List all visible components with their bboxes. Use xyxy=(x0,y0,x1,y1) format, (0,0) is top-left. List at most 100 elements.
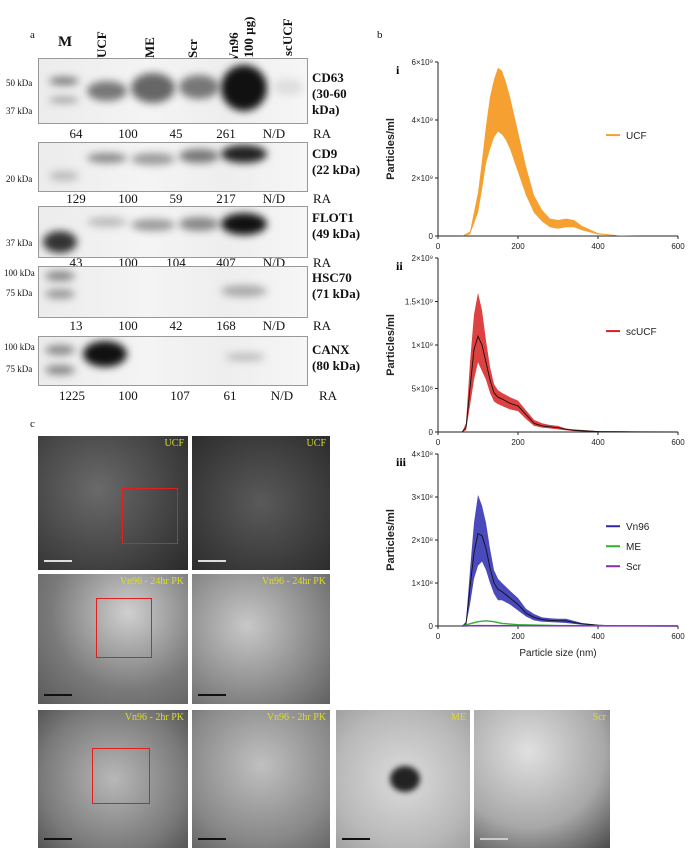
panel-sub-label: ii xyxy=(396,259,403,273)
series-line-scucf xyxy=(461,335,679,433)
blot-cd63 xyxy=(38,58,308,124)
kda-marker: 20 kDa xyxy=(6,174,33,184)
x-tick-label: 600 xyxy=(671,632,685,641)
em-label: Scr xyxy=(592,712,606,723)
panel-sub-label: i xyxy=(396,63,400,77)
scale-bar xyxy=(480,838,508,840)
y-tick-label: 6×10⁹ xyxy=(412,58,433,67)
em-label: ME xyxy=(451,712,466,723)
protein-label-hsc70: HSC70 (71 kDa) xyxy=(312,270,361,301)
em-image-scr: Scr xyxy=(474,710,610,848)
ra-value: 261 xyxy=(216,126,236,141)
ra-value: 59 xyxy=(169,191,183,206)
ra-value: N/D xyxy=(262,191,286,206)
kda-marker: 37 kDa xyxy=(6,106,33,116)
panel-sub-label: iii xyxy=(396,455,407,469)
kda-marker: 100 kDa xyxy=(4,342,35,352)
y-tick-label: 5×10⁸ xyxy=(412,385,433,394)
ra-value: 168 xyxy=(216,318,236,333)
legend-label: Vn96 xyxy=(626,522,650,533)
scale-bar xyxy=(198,694,226,696)
panel-label-a: a xyxy=(30,29,35,41)
lane-label-scucf: scUCF xyxy=(280,18,295,56)
chart-ucf: i 0 2×10⁹ 4×10⁹ 6×10⁹ 0 200 400 600 Particles/ml U… xyxy=(385,58,685,251)
scale-bar xyxy=(44,694,72,696)
ra-label: RA xyxy=(312,126,332,141)
y-tick-label: 0 xyxy=(429,622,434,631)
legend-label: UCF xyxy=(626,131,647,142)
kda-marker: 37 kDa xyxy=(6,238,33,248)
ra-value: 13 xyxy=(69,318,83,333)
ra-value: N/D xyxy=(262,318,286,333)
em-label: UCF xyxy=(164,438,184,449)
y-tick-label: 0 xyxy=(429,428,434,437)
y-tick-label: 0 xyxy=(429,232,434,241)
zoom-region-box xyxy=(92,748,150,804)
blot-flot1 xyxy=(38,206,308,258)
nta-charts: i 0 2×10⁹ 4×10⁹ 6×10⁹ 0 200 400 600 Particles/ml U… xyxy=(385,58,685,659)
scale-bar xyxy=(198,838,226,840)
blot-cd9 xyxy=(38,142,308,192)
kda-marker: 100 kDa xyxy=(4,268,35,278)
protein-label-cd63: CD63 (30-60 kDa) xyxy=(312,70,347,117)
series-line-vn96 xyxy=(461,532,679,627)
kda-marker: 75 kDa xyxy=(6,364,33,374)
y-tick-label: 3×10⁸ xyxy=(412,493,433,502)
lane-label-me: ME xyxy=(142,37,157,58)
lane-label-scr: Scr xyxy=(185,39,200,58)
y-tick-label: 1.5×10⁹ xyxy=(405,298,433,307)
y-tick-label: 4×10⁹ xyxy=(412,116,433,125)
ra-label: RA xyxy=(312,255,332,270)
ra-label: RA xyxy=(318,388,338,403)
lane-label-vn96: Vn96 (100 µg) xyxy=(226,16,256,62)
chart-vn96-me-scr: iii 0 1×10⁸ 2×10⁸ 3×10⁸ 4×10⁸ 0 200 400 600 Partic… xyxy=(385,450,685,659)
panel-label-c: c xyxy=(30,418,35,430)
y-tick-label: 1×10⁹ xyxy=(412,341,433,350)
panel-label-b: b xyxy=(377,29,383,41)
em-label: Vn96 - 24hr PK xyxy=(119,576,184,587)
lane-label-ucf: UCF xyxy=(94,31,109,58)
protein-label-canx: CANX (80 kDa) xyxy=(312,342,361,373)
scale-bar xyxy=(342,838,370,840)
legend-label: Scr xyxy=(626,562,642,573)
lane-label-m: M xyxy=(58,34,73,50)
x-tick-label: 200 xyxy=(511,438,525,447)
ra-value: 107 xyxy=(170,388,190,403)
y-axis-label: Particles/ml xyxy=(385,509,397,571)
ra-value: 45 xyxy=(169,126,183,141)
em-image-vn96-2hr-overview: Vn96 - 2hr PK xyxy=(38,710,188,848)
em-image-vn96-24hr-overview: Vn96 - 24hr PK xyxy=(38,574,188,704)
em-image-me: ME xyxy=(336,710,470,848)
scale-bar xyxy=(198,560,226,562)
ra-value: N/D xyxy=(262,126,286,141)
x-tick-label: 400 xyxy=(591,438,605,447)
protein-label-cd9: CD9 (22 kDa) xyxy=(312,146,361,177)
x-tick-label: 600 xyxy=(671,438,685,447)
y-axis-label: Particles/ml xyxy=(385,118,397,180)
scale-bar xyxy=(44,560,72,562)
y-tick-label: 4×10⁸ xyxy=(412,450,433,459)
em-label: Vn96 - 2hr PK xyxy=(266,712,326,723)
ra-value: 100 xyxy=(118,388,138,403)
y-axis-label: Particles/ml xyxy=(385,314,397,376)
chart-scucf: ii 0 5×10⁸ 1×10⁹ 1.5×10⁹ 2×10⁹ 0 200 400 600 Parti… xyxy=(385,254,685,447)
ra-value: 64 xyxy=(69,126,83,141)
ra-value: 1225 xyxy=(59,388,85,403)
blot-hsc70 xyxy=(38,266,308,318)
series-band-scucf xyxy=(462,292,678,432)
em-image-ucf-zoom: UCF xyxy=(192,436,330,570)
x-tick-label: 400 xyxy=(591,632,605,641)
zoom-region-box xyxy=(96,598,152,658)
blot-canx xyxy=(38,336,308,386)
kda-marker: 75 kDa xyxy=(6,288,33,298)
ra-label: RA xyxy=(312,318,332,333)
ra-value: 42 xyxy=(169,318,183,333)
ra-value: 217 xyxy=(216,191,236,206)
ra-value: 129 xyxy=(66,191,86,206)
zoom-region-box xyxy=(122,488,178,544)
series-band-vn96 xyxy=(462,494,678,626)
ra-value: 61 xyxy=(223,388,237,403)
protein-label-flot1: FLOT1 (49 kDa) xyxy=(312,210,361,241)
y-tick-label: 2×10⁹ xyxy=(412,254,433,263)
ra-value: N/D xyxy=(270,388,294,403)
